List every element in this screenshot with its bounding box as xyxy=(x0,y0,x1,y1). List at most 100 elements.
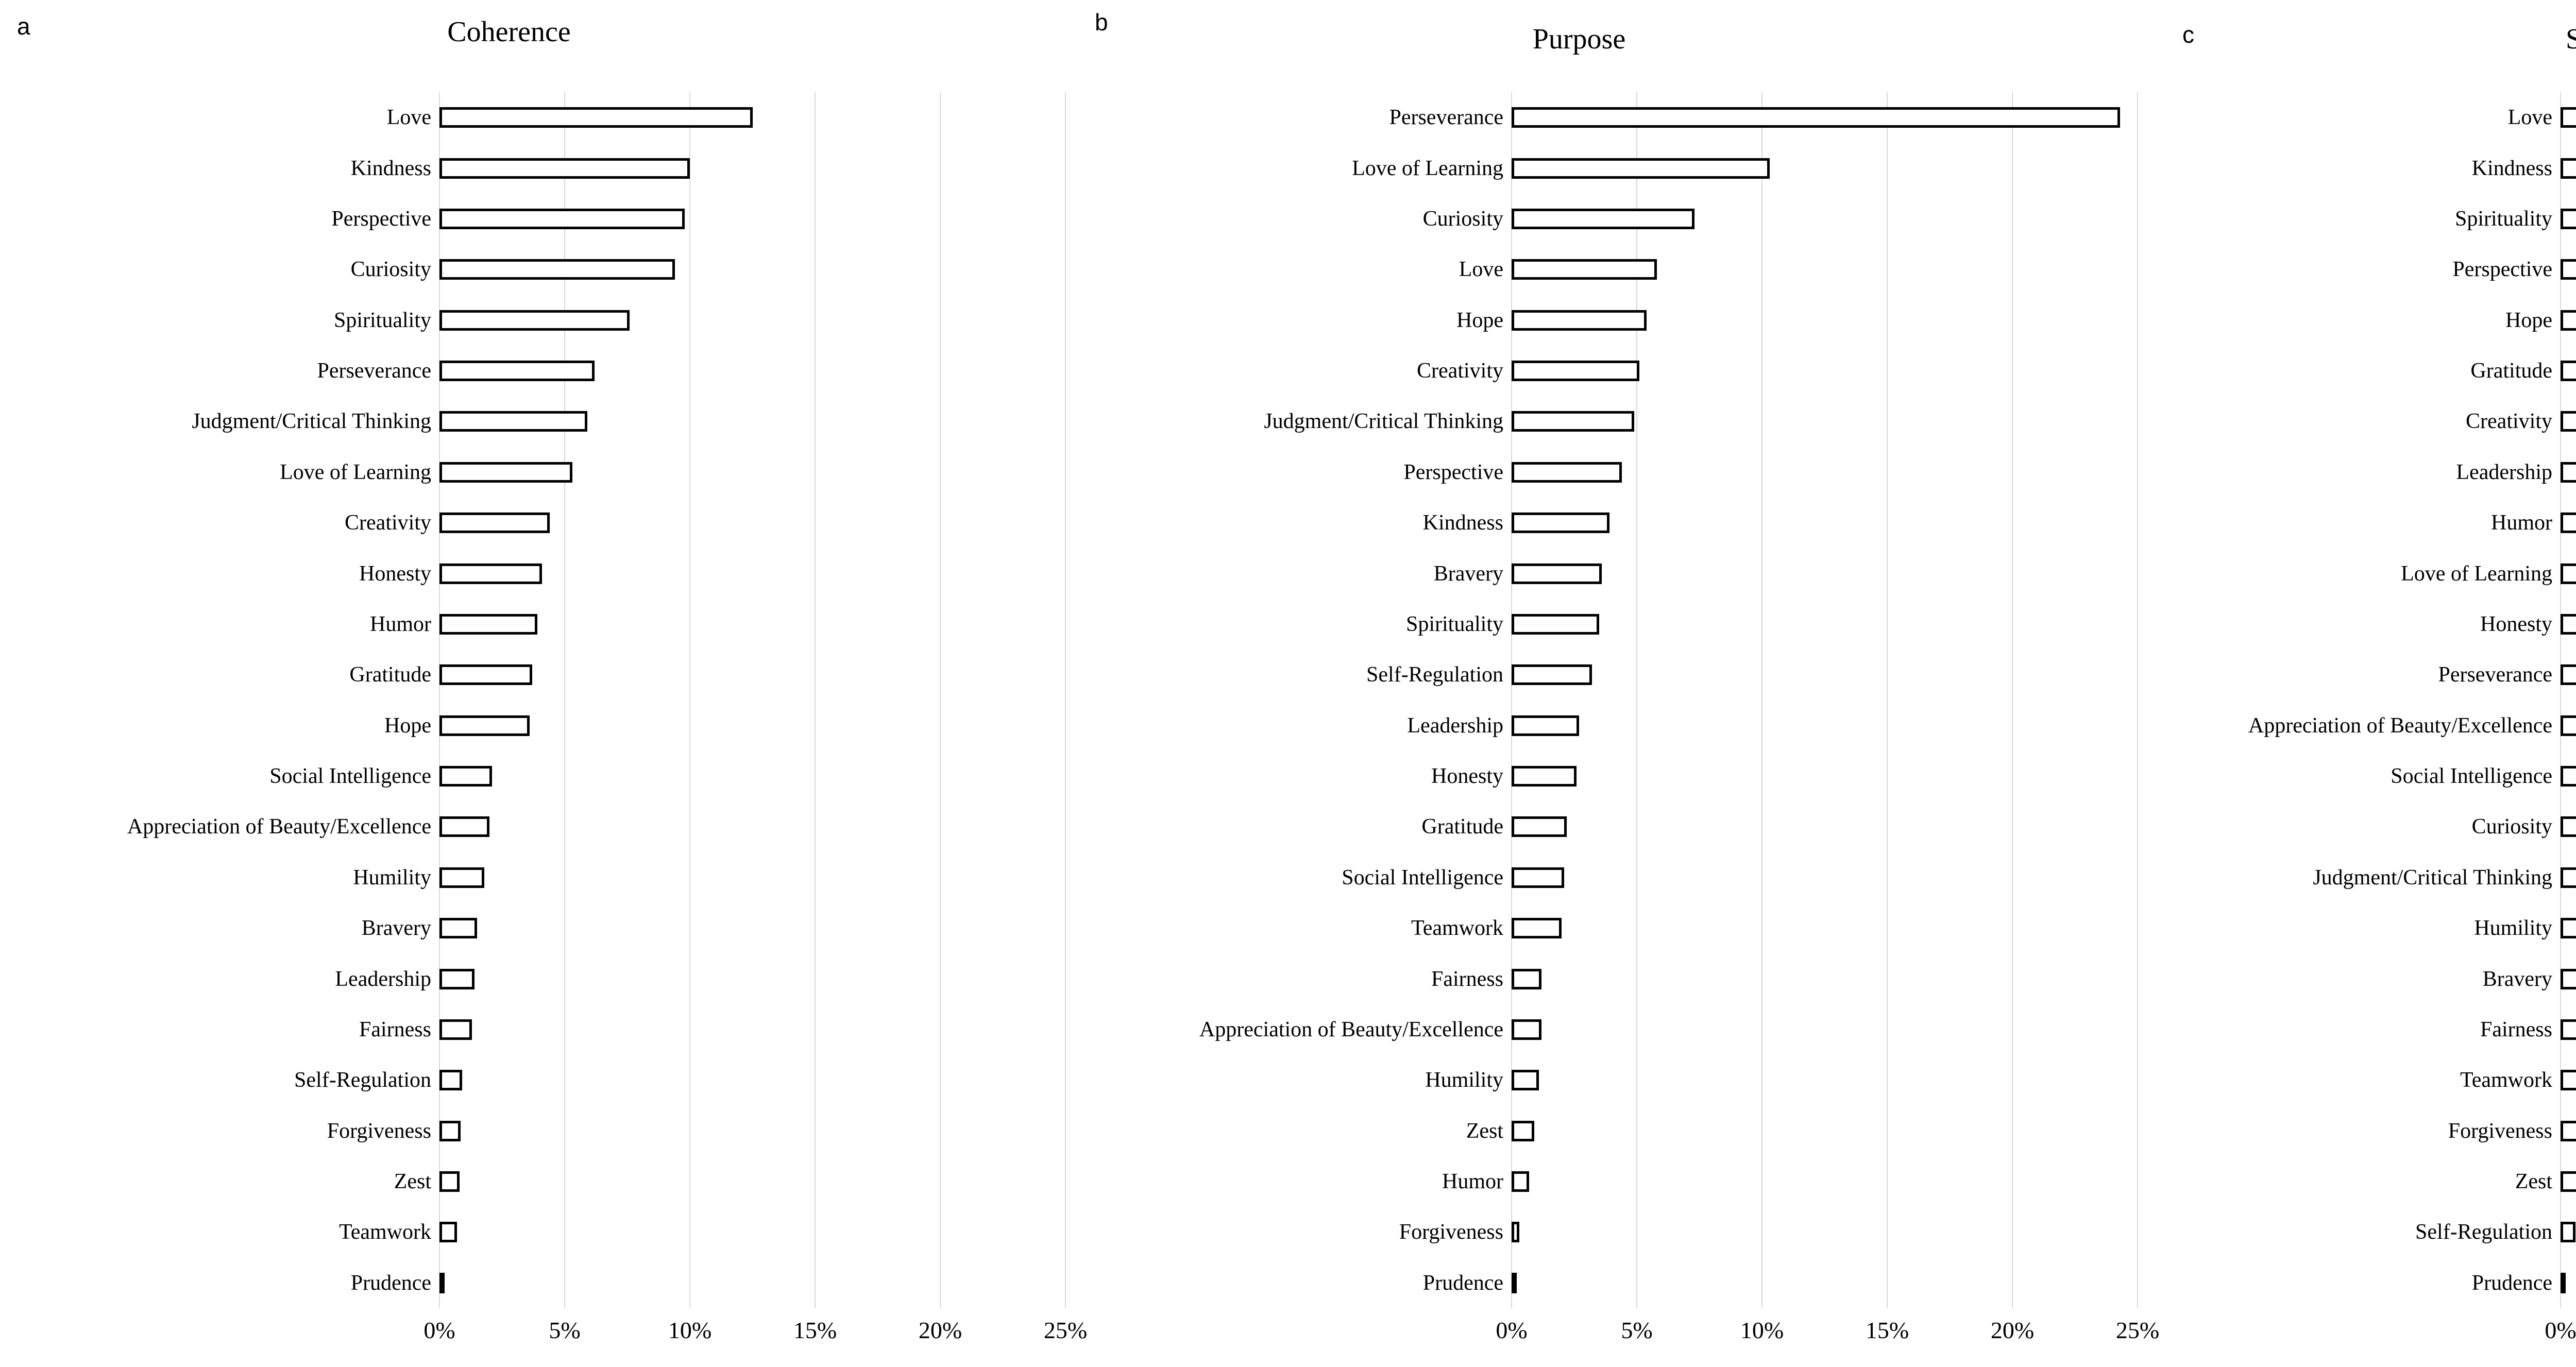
category-label: Creativity xyxy=(1417,359,1503,383)
bar-perseverance xyxy=(1512,107,2120,128)
bar-perspective xyxy=(2561,259,2576,280)
category-label: Spirituality xyxy=(1406,612,1503,636)
category-label: Love xyxy=(386,106,431,129)
bar-prudence xyxy=(439,1273,445,1293)
bar-appreciation-of-beauty-excellence xyxy=(2561,715,2576,736)
x-tick-label: 10% xyxy=(1740,1317,1784,1343)
category-label: Perseverance xyxy=(1389,106,1503,129)
bar-forgiveness xyxy=(1512,1222,1519,1242)
category-label: Honesty xyxy=(359,562,431,586)
bar-love xyxy=(2561,107,2576,128)
x-tick-label: 25% xyxy=(1043,1317,1088,1343)
gridline xyxy=(1761,92,1762,1308)
bar-kindness xyxy=(2561,158,2576,179)
category-label: Curiosity xyxy=(2471,815,2552,839)
panel-significance: c Significance 0%5%10%15%20%25%LoveKindn… xyxy=(2143,0,2576,1367)
bar-love-of-learning xyxy=(439,462,572,483)
bar-fairness xyxy=(2561,1019,2576,1040)
category-label: Love of Learning xyxy=(1352,157,1503,180)
category-label: Kindness xyxy=(2471,157,2552,180)
category-label: Creativity xyxy=(345,511,431,535)
x-tick-label: 20% xyxy=(1990,1317,2035,1343)
category-label: Hope xyxy=(1456,309,1503,332)
gridline xyxy=(2012,92,2013,1308)
category-label: Creativity xyxy=(2466,409,2552,433)
category-label: Prudence xyxy=(350,1271,431,1295)
category-label: Gratitude xyxy=(2470,359,2552,383)
category-label: Fairness xyxy=(2480,1018,2552,1041)
bar-curiosity xyxy=(2561,816,2576,837)
bar-fairness xyxy=(1512,969,1542,989)
category-label: Hope xyxy=(384,714,431,738)
gridline xyxy=(1065,92,1066,1308)
gridline xyxy=(2137,92,2138,1308)
bar-bravery xyxy=(1512,563,1602,584)
bar-honesty xyxy=(2561,614,2576,635)
category-label: Humility xyxy=(353,866,431,890)
bar-fairness xyxy=(439,1019,472,1040)
category-label: Humor xyxy=(2491,511,2552,535)
category-label: Self-Regulation xyxy=(1366,663,1503,687)
category-label: Hope xyxy=(2505,309,2552,332)
x-tick-label: 15% xyxy=(1865,1317,1909,1343)
bar-honesty xyxy=(1512,766,1577,787)
category-label: Honesty xyxy=(2480,612,2552,636)
category-label: Fairness xyxy=(1431,967,1503,991)
bar-perseverance xyxy=(439,361,595,381)
bar-prudence xyxy=(2561,1273,2566,1293)
gridline xyxy=(439,92,440,1308)
bar-humility xyxy=(439,867,485,888)
bar-self-regulation xyxy=(2561,1222,2576,1242)
category-label: Perspective xyxy=(1403,460,1503,484)
bar-humility xyxy=(2561,918,2576,938)
panel-coherence: a Coherence 0% 5% 10% 15% 20% 25% Love Kindness… xyxy=(0,0,1087,1367)
category-label: Forgiveness xyxy=(1399,1220,1503,1244)
bar-spirituality xyxy=(1512,614,1600,635)
category-label: Honesty xyxy=(1431,764,1503,788)
bar-self-regulation xyxy=(439,1070,462,1090)
category-label: Prudence xyxy=(2471,1271,2552,1295)
category-label: Love xyxy=(2507,106,2552,129)
bar-love-of-learning xyxy=(1512,158,1770,179)
bar-forgiveness xyxy=(439,1121,461,1141)
chart-title-purpose: Purpose xyxy=(1532,23,1626,55)
bar-creativity xyxy=(2561,411,2576,432)
bar-perseverance xyxy=(2561,664,2576,685)
panel-letter-b: b xyxy=(1095,9,1108,36)
x-tick-label: 25% xyxy=(2115,1317,2160,1343)
bar-spirituality xyxy=(2561,209,2576,229)
bar-leadership xyxy=(439,969,475,989)
bar-teamwork xyxy=(439,1222,457,1242)
bar-prudence xyxy=(1512,1273,1517,1293)
bar-zest xyxy=(439,1171,460,1192)
gridline xyxy=(689,92,690,1308)
category-label: Leadership xyxy=(2456,460,2552,484)
category-label: Zest xyxy=(1466,1119,1503,1143)
category-label: Bravery xyxy=(1433,562,1503,586)
category-label: Love xyxy=(1459,258,1503,281)
category-label: Spirituality xyxy=(2455,207,2552,231)
category-label: Social Intelligence xyxy=(269,764,431,788)
category-label: Forgiveness xyxy=(2448,1119,2552,1143)
category-label: Leadership xyxy=(335,967,431,991)
bar-zest xyxy=(2561,1171,2576,1192)
bar-hope xyxy=(2561,310,2576,331)
bar-humor xyxy=(2561,512,2576,533)
bar-love xyxy=(1512,259,1657,280)
category-label: Prudence xyxy=(1422,1271,1503,1295)
bar-teamwork xyxy=(1512,918,1562,938)
category-label: Gratitude xyxy=(349,663,431,687)
category-label: Judgment/Critical Thinking xyxy=(2313,866,2552,890)
category-label: Bravery xyxy=(2482,967,2552,991)
category-label: Gratitude xyxy=(1421,815,1503,839)
category-label: Humility xyxy=(1425,1068,1503,1092)
bar-gratitude xyxy=(439,664,532,685)
bar-teamwork xyxy=(2561,1070,2576,1090)
bar-self-regulation xyxy=(1512,664,1592,685)
x-tick-label: 5% xyxy=(549,1317,581,1343)
bar-forgiveness xyxy=(2561,1121,2576,1141)
bar-social-intelligence xyxy=(1512,867,1565,888)
bar-creativity xyxy=(439,512,550,533)
bar-leadership xyxy=(2561,462,2576,483)
x-tick-label: 0% xyxy=(2545,1317,2576,1343)
